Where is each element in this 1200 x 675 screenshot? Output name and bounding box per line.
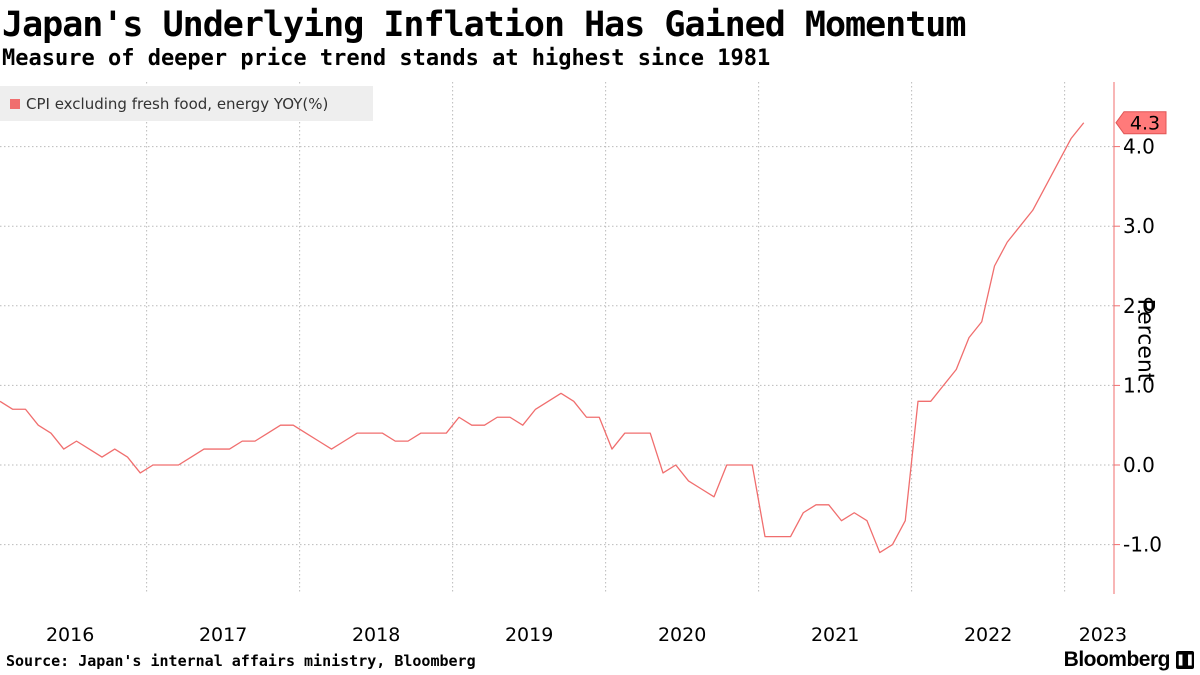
- x-tick-label: 2020: [658, 624, 706, 646]
- legend: CPI excluding fresh food, energy YOY(%): [0, 86, 373, 121]
- bloomberg-logo: Bloomberg: [1063, 648, 1171, 671]
- y-axis-title: Percent: [1132, 298, 1158, 382]
- y-tick-label: 2.0: [1123, 294, 1155, 318]
- last-value-marker: 4.3: [1115, 111, 1167, 135]
- x-axis: 2016 2017 2018 2019 2020 2021 2022 2023: [46, 624, 1127, 646]
- last-value-label: 4.3: [1130, 113, 1160, 135]
- last-value-tag: [1115, 111, 1167, 135]
- pause-icon: ❚❚: [1176, 651, 1194, 669]
- series-layer: [0, 122, 1085, 554]
- x-tick-label: 2019: [505, 624, 553, 646]
- y-axis: -1.0 0.0 1.0 2.0 3.0 4.0: [1113, 82, 1162, 594]
- chart-subtitle: Measure of deeper price trend stands at …: [2, 46, 771, 71]
- x-gridlines: [146, 82, 1066, 594]
- y-tick-label: 3.0: [1123, 214, 1155, 238]
- y-tick-label: 1.0: [1123, 373, 1155, 397]
- chart-title: Japan's Underlying Inflation Has Gained …: [2, 5, 966, 45]
- x-tick-label: 2016: [46, 624, 94, 646]
- x-tick-label: 2017: [199, 624, 247, 646]
- x-tick-label: 2021: [811, 624, 859, 646]
- source-note: Source: Japan's internal affairs ministr…: [6, 652, 476, 670]
- x-tick-label: 2018: [352, 624, 400, 646]
- x-tick-label: 2023: [1079, 624, 1127, 646]
- x-tick-label: 2022: [964, 624, 1012, 646]
- y-tick-label: 0.0: [1123, 453, 1155, 477]
- y-tick-label: -1.0: [1123, 533, 1162, 557]
- y-gridlines: [0, 146, 1114, 546]
- legend-swatch: [10, 98, 20, 109]
- y-tick-label: 4.0: [1123, 135, 1155, 159]
- series-line: [0, 122, 1085, 554]
- legend-label: CPI excluding fresh food, energy YOY(%): [26, 94, 329, 113]
